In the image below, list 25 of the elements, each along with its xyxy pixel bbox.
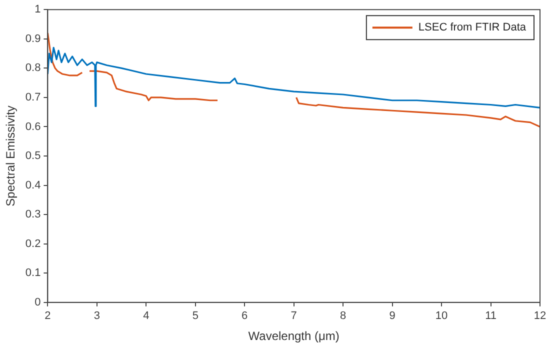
y-tick-label: 0.7 — [25, 91, 41, 104]
x-tick-label: 3 — [94, 310, 100, 322]
y-tick-label: 0.6 — [25, 120, 41, 133]
x-tick-label: 6 — [242, 310, 248, 322]
y-tick-label: 0 — [34, 296, 41, 308]
y-tick-label: 0.9 — [25, 32, 41, 45]
x-tick-label: 4 — [143, 310, 150, 322]
y-tick-label: 0.8 — [25, 62, 41, 74]
x-tick-label: 9 — [389, 310, 396, 322]
y-axis-title: Spectral Emissivity — [4, 106, 18, 206]
x-tick-label: 2 — [44, 310, 51, 322]
x-tick-label: 5 — [192, 310, 198, 322]
x-tick-label: 11 — [485, 310, 496, 322]
y-tick-label: 1 — [34, 4, 41, 16]
x-tick-label: 8 — [340, 310, 346, 322]
y-tick-label: 0.1 — [25, 267, 41, 280]
x-tick-label: 10 — [435, 310, 448, 322]
x-axis-title: Wavelength (μm) — [248, 329, 340, 344]
y-tick-label: 0.5 — [25, 150, 41, 162]
y-tick-label: 0.2 — [25, 238, 41, 250]
legend-label: LSEC from FTIR Data — [418, 22, 527, 34]
x-tick-label: 12 — [534, 310, 546, 322]
y-tick-label: 0.3 — [25, 208, 41, 221]
x-tick-label: 7 — [290, 310, 297, 322]
y-tick-label: 0.4 — [25, 179, 41, 192]
